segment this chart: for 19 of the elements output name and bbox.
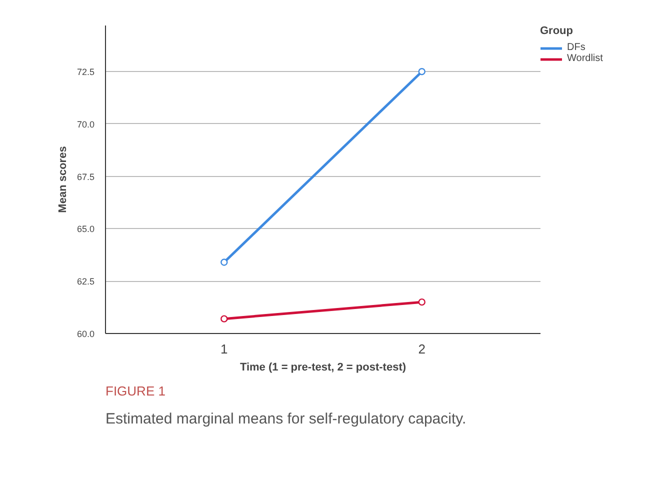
x-axis-title: Time (1 = pre-test, 2 = post-test) [240,362,406,374]
legend-label: Wordlist [567,53,603,64]
legend-label: DFs [567,42,586,53]
point [220,315,228,322]
y-tick-label: 72.5 [76,67,95,78]
x-tick-label: 2 [418,342,426,356]
y-tick-label: 70.0 [76,119,95,130]
legend-title: Group [540,25,574,37]
y-tick-label: 62.5 [76,276,95,287]
y-axis-title: Mean scores [56,146,69,213]
point [418,298,426,306]
text: Estimated marginal means for self-regulatory capacity. [106,410,466,428]
caption: FIGURE 1 [106,384,166,398]
point [220,258,228,266]
x-tick-label: 1 [220,342,228,356]
point [418,68,426,76]
y-tick-label: 65.0 [76,224,95,234]
y-tick-label: 67.5 [76,172,95,182]
y-tick-label: 60.0 [76,329,95,339]
